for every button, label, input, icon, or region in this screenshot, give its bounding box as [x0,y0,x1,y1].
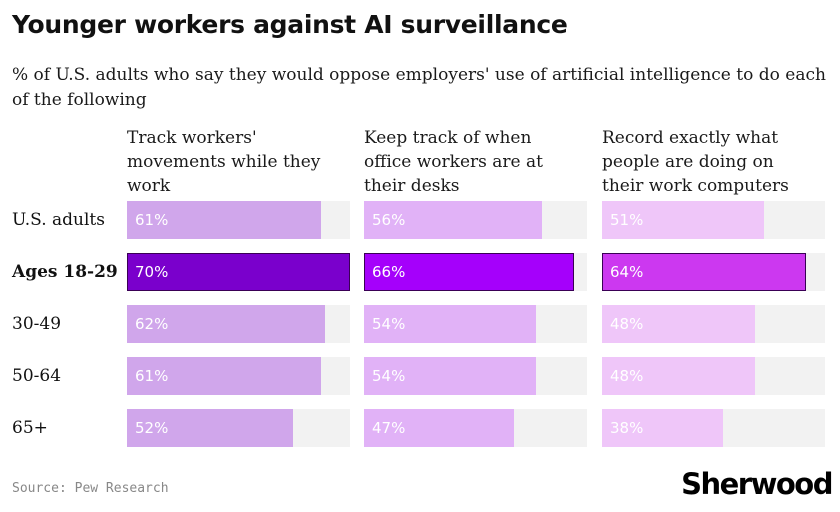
row-label: 65+ [12,418,48,438]
bar-value-label: 64% [610,263,644,281]
bar-value-label: 48% [610,315,644,333]
bar-value-label: 47% [372,419,406,437]
bar [364,357,536,395]
bar-track: 51% [602,201,825,239]
column-header-2: Keep track of when office workers are at… [364,128,543,196]
bar-value-label: 54% [372,315,406,333]
bar [602,409,723,447]
bar-track: 38% [602,409,825,447]
bar-value-label: 61% [135,211,169,229]
bar [602,201,764,239]
chart-subtitle: % of U.S. adults who say they would oppo… [12,65,826,110]
bar-value-label: 61% [135,367,169,385]
bar [127,357,321,395]
bar-value-label: 48% [610,367,644,385]
row-label: Ages 18-29 [12,262,118,282]
bar-track: 70% [127,253,350,291]
bar-track: 64% [602,253,825,291]
bar [127,409,293,447]
bar-value-label: 51% [610,211,644,229]
bar-value-label: 54% [372,367,406,385]
bar-track: 48% [602,305,825,343]
bar [364,305,536,343]
bar [602,253,806,291]
bar [602,305,755,343]
bar-value-label: 38% [610,419,644,437]
bar-track: 61% [127,201,350,239]
bar-track: 47% [364,409,587,447]
bar-track: 54% [364,357,587,395]
bar-value-label: 62% [135,315,169,333]
bar-track: 54% [364,305,587,343]
bar-value-label: 52% [135,419,169,437]
row-label: 30-49 [12,314,62,334]
bar-track: 48% [602,357,825,395]
row-label: U.S. adults [12,210,105,230]
bar-value-label: 56% [372,211,406,229]
bar-track: 52% [127,409,350,447]
source-note: Source: Pew Research [12,481,169,496]
brand-logo: Sherwood [681,467,833,501]
bar [364,409,514,447]
column-header-3: Record exactly what people are doing on … [602,128,789,196]
chart-title: Younger workers against AI surveillance [12,10,568,39]
bar-track: 56% [364,201,587,239]
bar [127,253,350,291]
bar [127,305,325,343]
bar-track: 61% [127,357,350,395]
bar-value-label: 66% [372,263,406,281]
bar [364,253,574,291]
row-label: 50-64 [12,366,62,386]
column-header-1: Track workers' movements while they work [127,128,321,196]
bar-track: 62% [127,305,350,343]
bar-track: 66% [364,253,587,291]
bar [364,201,542,239]
bar [602,357,755,395]
bar-value-label: 70% [135,263,169,281]
bar [127,201,321,239]
